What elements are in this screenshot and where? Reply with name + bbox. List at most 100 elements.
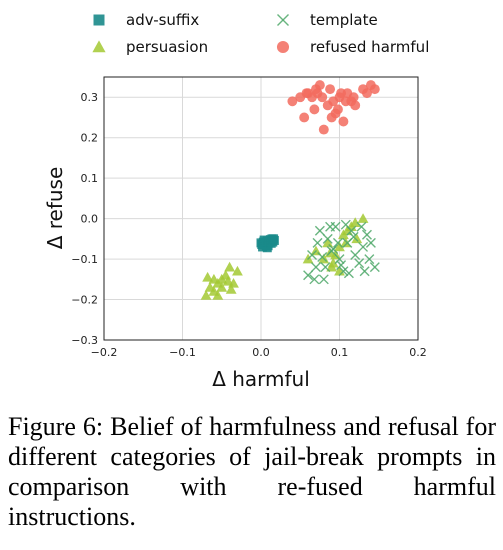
refused-harmful-point (309, 104, 320, 115)
adv-suffix-point (262, 243, 272, 253)
template-point (338, 266, 349, 277)
x-marker-stroke (346, 225, 357, 236)
template-point (354, 258, 365, 269)
adv-suffix-point (261, 237, 271, 247)
x-marker-stroke (322, 233, 333, 244)
x-tick-label: −0.1 (169, 346, 196, 359)
template-point (317, 252, 328, 263)
x-marker-stroke (361, 229, 372, 240)
template-point (303, 270, 314, 281)
x-marker-stroke (317, 252, 328, 263)
refused-harmful-point (287, 96, 298, 107)
refused-harmful-point (312, 88, 323, 99)
legend-label-persuasion: persuasion (126, 38, 208, 56)
x-marker-stroke (334, 254, 345, 265)
x-tick-label: 0.1 (331, 346, 349, 359)
refused-harmful-point (336, 88, 347, 99)
legend-label-refused-harmful: refused harmful (310, 38, 429, 56)
template-point (350, 250, 361, 261)
y-tick-label: −0.1 (71, 253, 98, 266)
template-point (310, 262, 321, 273)
refused-harmful-point (369, 84, 380, 95)
x-marker-stroke (350, 250, 361, 261)
x-marker-stroke (348, 231, 359, 242)
y-tick-label: −0.2 (71, 294, 98, 307)
x-tick-label: 0.0 (252, 346, 270, 359)
template-point (343, 268, 354, 279)
y-tick-label: 0.2 (81, 132, 99, 145)
persuasion-point (322, 237, 334, 248)
x-marker-stroke (309, 274, 320, 285)
x-marker-stroke (358, 241, 369, 252)
x-marker-stroke (328, 243, 339, 254)
template-point (325, 221, 336, 232)
refused-harmful-point (299, 112, 310, 123)
template-point (336, 260, 347, 271)
persuasion-point (357, 213, 369, 223)
template-point (332, 237, 343, 248)
legend-marker-persuasion (92, 40, 106, 53)
legend-label-adv-suffix: adv-suffix (126, 11, 199, 29)
persuasion-point (216, 282, 228, 292)
tick-labels: −0.2 −0.1 0.0 0.1 0.2−0.3−0.2−0.10.00.10.20.… (71, 91, 426, 359)
template-point (348, 231, 359, 242)
persuasion-point (212, 290, 224, 300)
refused-harmful-point (328, 96, 339, 107)
figure-caption: Figure 6: Belief of harmfulness and refu… (8, 412, 496, 531)
x-marker-stroke (320, 262, 331, 273)
x-marker-stroke (365, 237, 376, 248)
refused-harmful-point (338, 116, 349, 127)
template-point (365, 237, 376, 248)
scatter-chart: −0.2 −0.1 0.0 0.1 0.2−0.3−0.2−0.10.00.10.20.… (43, 11, 429, 391)
refused-harmful-point (325, 84, 336, 95)
x-marker-stroke (318, 274, 329, 285)
x-marker-stroke (354, 258, 365, 269)
template-point (340, 219, 351, 230)
persuasion-point (334, 241, 345, 252)
template-point (356, 221, 367, 232)
template-point (369, 262, 380, 273)
x-marker-stroke (359, 266, 370, 277)
legend-marker-template (277, 14, 289, 26)
persuasion-point (224, 261, 235, 272)
x-marker-stroke (336, 260, 347, 271)
legend-label-template: template (310, 11, 378, 29)
template-point (322, 233, 333, 244)
template-point (334, 254, 345, 265)
x-marker-stroke (343, 268, 354, 279)
x-marker-stroke (307, 250, 318, 261)
refused-harmful-point (318, 124, 329, 135)
grid-lines (103, 77, 419, 341)
template-point (312, 237, 323, 248)
x-marker-stroke (310, 262, 321, 273)
persuasion-point (232, 265, 243, 276)
x-axis-label: Δ harmful (212, 367, 310, 391)
refused-harmful-point (340, 96, 351, 107)
y-tick-label: −0.3 (71, 334, 98, 347)
template-point (358, 241, 369, 252)
legend: adv-suffix persuasion template refused harm… (92, 11, 429, 56)
template-point (320, 262, 331, 273)
x-marker-stroke (338, 266, 349, 277)
x-marker-stroke (277, 14, 289, 26)
x-marker-stroke (312, 237, 323, 248)
x-marker-stroke (340, 219, 351, 230)
x-marker-stroke (332, 237, 343, 248)
y-tick-label: 0.3 (81, 91, 99, 104)
legend-marker-refused-harmful (276, 40, 290, 54)
template-point (318, 274, 329, 285)
plot-frame (103, 76, 419, 341)
data-points (200, 80, 380, 300)
x-marker-stroke (314, 225, 325, 236)
template-point (314, 225, 325, 236)
x-marker-stroke (369, 262, 380, 273)
legend-marker-adv-suffix (93, 14, 105, 26)
x-marker-stroke (325, 221, 336, 232)
template-point (328, 243, 339, 254)
refused-harmful-point (362, 88, 372, 99)
refused-harmful-point (332, 104, 343, 115)
adv-suffix-point (269, 234, 279, 244)
x-marker-stroke (303, 270, 314, 281)
y-axis-label: Δ refuse (43, 167, 67, 250)
x-tick-label: −0.2 (91, 346, 118, 359)
